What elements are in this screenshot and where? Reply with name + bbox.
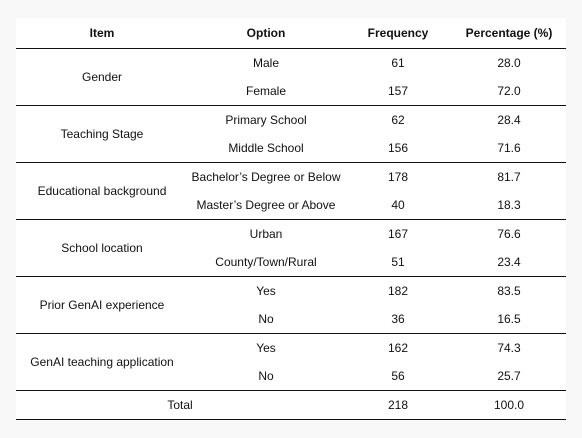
table-body: Gender Male 61 28.0 Female 157 72.0 Teac…	[16, 48, 566, 420]
frequency-cell: 36	[344, 305, 452, 334]
total-row: Total 218 100.0	[16, 390, 566, 420]
option-cell: Primary School	[225, 113, 307, 127]
frequency-cell: 62	[391, 113, 405, 127]
percentage-cell: 25.7	[452, 362, 566, 391]
header-row: Item Option Frequency Percentage (%)	[16, 18, 566, 49]
percentage-cell: 83.5	[497, 284, 521, 298]
header-item: Item	[16, 18, 188, 49]
item-cell: School location	[16, 219, 188, 277]
table-row: GenAI teaching application Yes 162 74.3	[16, 333, 566, 391]
option-cell: Male	[252, 56, 279, 70]
option-cell: Yes	[256, 284, 276, 298]
item-cell: GenAI teaching application	[16, 333, 188, 391]
percentage-cell: 16.5	[452, 305, 566, 334]
frequency-cell: 178	[387, 170, 409, 184]
table-row: Prior GenAI experience Yes 182 83.5	[16, 276, 566, 334]
percentage-cell: 18.3	[452, 191, 566, 220]
table-row: Educational background Bachelor’s Degree…	[16, 162, 566, 220]
frequency-cell: 156	[344, 134, 452, 163]
total-frequency: 218	[344, 390, 452, 420]
frequency-cell: 157	[344, 77, 452, 106]
option-cell: No	[188, 305, 344, 334]
item-cell: Educational background	[16, 162, 188, 220]
frequency-cell: 61	[391, 56, 405, 70]
option-cell: Female	[188, 77, 344, 106]
table-row: County/Town/Rural 51 23.4	[16, 248, 566, 277]
option-cell: No	[188, 362, 344, 391]
percentage-cell: 76.6	[497, 227, 521, 241]
item-cell: Prior GenAI experience	[16, 276, 188, 334]
option-cell: Yes	[256, 341, 276, 355]
total-label: Total	[16, 390, 344, 420]
option-cell: Bachelor’s Degree or Below	[191, 170, 341, 184]
option-cell: Urban	[249, 227, 283, 241]
frequency-cell: 51	[344, 248, 452, 277]
demographics-table: Item Option Frequency Percentage (%) Gen…	[16, 18, 566, 420]
percentage-cell: 72.0	[452, 77, 566, 106]
table-row: Master’s Degree or Above 40 18.3	[16, 191, 566, 220]
table-row: No 56 25.7	[16, 362, 566, 391]
option-cell: Master’s Degree or Above	[188, 191, 344, 220]
table-row: Gender Male 61 28.0	[16, 48, 566, 106]
frequency-cell: 182	[387, 284, 409, 298]
option-cell: Middle School	[188, 134, 344, 163]
percentage-cell: 23.4	[452, 248, 566, 277]
table-row: School location Urban 167 76.6	[16, 219, 566, 277]
percentage-cell: 74.3	[497, 341, 521, 355]
percentage-cell: 28.0	[497, 56, 521, 70]
header-frequency: Frequency	[344, 18, 452, 49]
percentage-cell: 28.4	[497, 113, 521, 127]
table-header: Item Option Frequency Percentage (%)	[16, 18, 566, 49]
table-row: Middle School 156 71.6	[16, 134, 566, 163]
item-cell: Gender	[16, 48, 188, 106]
header-percentage: Percentage (%)	[452, 18, 566, 49]
total-percentage: 100.0	[452, 390, 566, 420]
frequency-cell: 40	[344, 191, 452, 220]
frequency-cell: 56	[344, 362, 452, 391]
table-row: No 36 16.5	[16, 305, 566, 334]
header-option: Option	[188, 18, 344, 49]
frequency-cell: 167	[387, 227, 409, 241]
option-cell: County/Town/Rural	[188, 248, 344, 277]
frequency-cell: 162	[387, 341, 409, 355]
percentage-cell: 71.6	[452, 134, 566, 163]
percentage-cell: 81.7	[497, 170, 521, 184]
item-cell: Teaching Stage	[16, 105, 188, 163]
table-row: Teaching Stage Primary School 62 28.4	[16, 105, 566, 163]
table-row: Female 157 72.0	[16, 77, 566, 106]
